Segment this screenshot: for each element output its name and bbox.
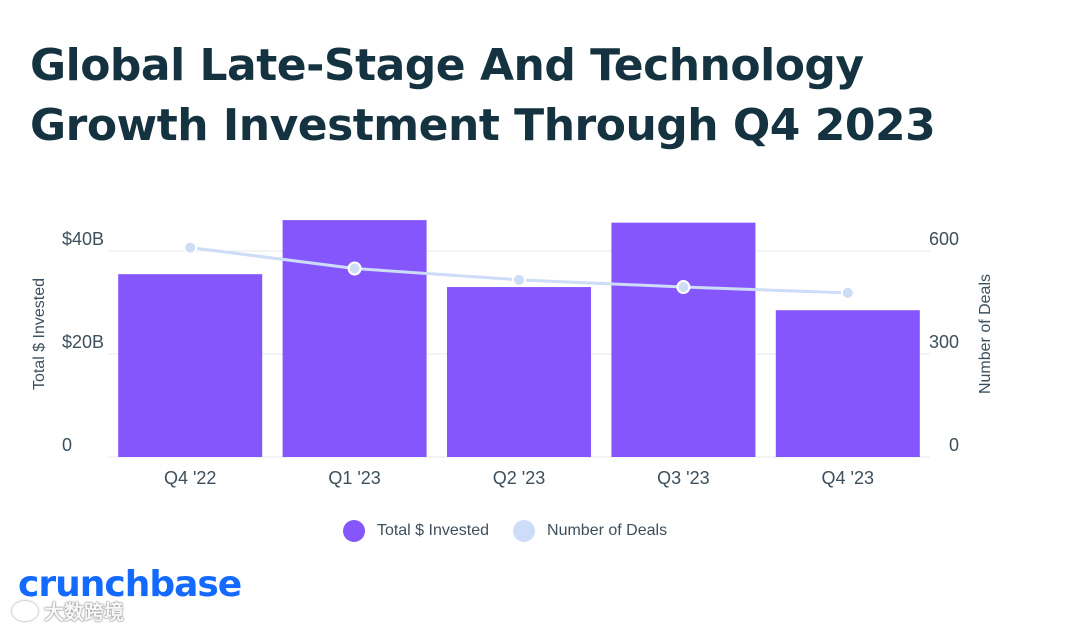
chart-title: Global Late-Stage And Technology Growth … — [30, 36, 1030, 156]
y-tick-label: $40B — [62, 229, 104, 249]
legend-label-invested: Total $ Invested — [376, 522, 490, 539]
legend-swatch-invested — [342, 520, 365, 542]
chart-area: 0 $20B $40B 0 300 600 Q4 '22 Q1 '23 Q2 '23 Q3 '23… — [31, 220, 994, 488]
x-tick-label: Q4 '23 — [822, 468, 874, 488]
y2-tick-label: 600 — [929, 229, 959, 249]
x-tick-label: Q4 '22 — [164, 468, 216, 488]
bar — [282, 220, 427, 457]
deals-point — [512, 272, 526, 287]
y2-axis-title: Number of Deals — [977, 274, 994, 394]
y-axis-title: Total $ Invested — [31, 278, 48, 390]
deals-point — [183, 240, 198, 255]
watermark-text: 大数跨境 — [44, 600, 124, 624]
legend-item-invested[interactable]: Total $ Invested — [342, 520, 490, 542]
chart-title-line-2: Growth Investment Through Q4 2023 — [30, 100, 936, 151]
bar — [118, 274, 263, 457]
watermark-icon — [12, 600, 38, 621]
legend: Total $ Invested Number of Deals — [0, 520, 1010, 542]
legend-item-deals[interactable]: Number of Deals — [513, 520, 667, 542]
bar — [447, 287, 591, 457]
x-tick-label: Q2 '23 — [493, 468, 545, 488]
axis-ticks: 0 $20B $40B 0 300 600 Q4 '22 Q1 '23 Q2 '23 Q3 '23… — [62, 229, 959, 488]
deals-point — [347, 261, 362, 276]
bar — [611, 222, 756, 457]
line-series — [183, 240, 855, 300]
legend-swatch-deals — [513, 520, 536, 542]
watermark: 大数跨境 — [12, 596, 124, 625]
legend-label-deals: Number of Deals — [547, 522, 668, 539]
bar-series — [118, 220, 920, 457]
deals-point — [676, 280, 691, 295]
x-tick-label: Q1 '23 — [328, 468, 380, 488]
bar — [775, 310, 920, 457]
deals-point — [840, 285, 855, 300]
y-tick-label: $20B — [62, 332, 104, 352]
y2-tick-label: 0 — [949, 435, 959, 455]
x-tick-label: Q3 '23 — [657, 468, 709, 488]
chart-title-line-1: Global Late-Stage And Technology — [30, 40, 864, 91]
y-tick-label: 0 — [62, 435, 72, 455]
crunchbase-logo: crunchbase — [18, 564, 242, 605]
y2-tick-label: 300 — [929, 332, 959, 352]
